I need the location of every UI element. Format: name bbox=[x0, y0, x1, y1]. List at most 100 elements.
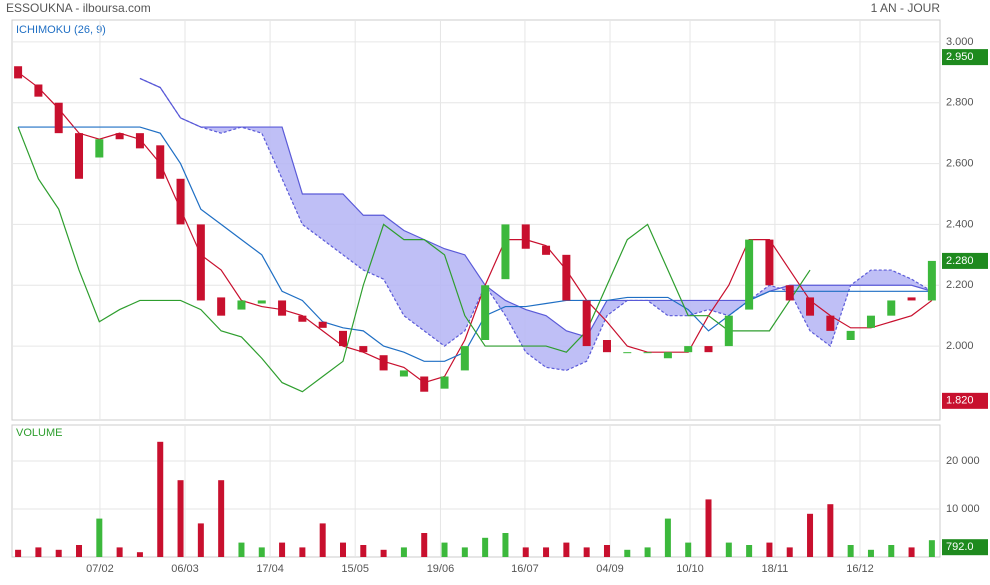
candle bbox=[826, 315, 835, 331]
volume-bar bbox=[807, 513, 814, 557]
candle bbox=[156, 145, 165, 179]
candle bbox=[582, 300, 591, 347]
candle bbox=[785, 285, 794, 301]
span-a bbox=[139, 77, 933, 372]
x-tick-label: 17/04 bbox=[256, 563, 284, 575]
x-tick-label: 18/11 bbox=[762, 563, 789, 575]
y-tick-label: 2.800 bbox=[946, 97, 974, 109]
volume-bar bbox=[218, 480, 225, 557]
candle bbox=[278, 300, 287, 316]
candle bbox=[237, 300, 246, 310]
price-tag-label: 2.280 bbox=[946, 255, 974, 267]
volume-bar bbox=[116, 547, 123, 557]
price-panel bbox=[11, 19, 941, 421]
candle bbox=[724, 315, 733, 347]
volume-bar bbox=[725, 542, 732, 557]
volume-bar bbox=[400, 547, 407, 557]
candle bbox=[501, 224, 510, 280]
volume-bar bbox=[319, 523, 326, 557]
indicator-label: ICHIMOKU (26, 9) bbox=[16, 24, 106, 36]
candle bbox=[765, 239, 774, 286]
volume-bar bbox=[238, 542, 245, 557]
candle bbox=[704, 346, 713, 353]
y-tick-label: 2.200 bbox=[946, 279, 974, 291]
candle bbox=[298, 315, 307, 322]
candle bbox=[684, 346, 693, 353]
volume-bar bbox=[258, 547, 265, 557]
candle bbox=[542, 245, 551, 255]
volume-bar bbox=[522, 547, 529, 557]
volume-bar bbox=[746, 545, 753, 557]
candle bbox=[34, 84, 43, 97]
volume-bar bbox=[664, 518, 671, 557]
volume-bar bbox=[603, 545, 610, 557]
volume-bar bbox=[827, 504, 834, 557]
period-label[interactable]: 1 AN - JOUR bbox=[871, 1, 941, 15]
candle bbox=[887, 300, 896, 316]
candle bbox=[481, 285, 490, 340]
candle bbox=[217, 297, 226, 316]
volume-bar bbox=[339, 542, 346, 557]
volume-bar bbox=[888, 545, 895, 557]
candle bbox=[643, 352, 652, 354]
volume-bar bbox=[908, 547, 915, 557]
candle bbox=[866, 315, 875, 328]
volume-bar bbox=[482, 537, 489, 557]
volume-bar bbox=[705, 499, 712, 557]
volume-bar bbox=[928, 540, 935, 557]
volume-bar bbox=[685, 542, 692, 557]
x-tick-label: 16/07 bbox=[511, 563, 539, 575]
x-tick-label: 10/10 bbox=[676, 563, 704, 575]
volume-bar bbox=[15, 549, 22, 557]
candle bbox=[562, 254, 571, 301]
candle bbox=[663, 352, 672, 359]
candle bbox=[54, 102, 63, 134]
volume-bar bbox=[786, 547, 793, 557]
x-tick-label: 06/03 bbox=[171, 563, 199, 575]
candle bbox=[399, 370, 408, 377]
x-tick-label: 04/09 bbox=[596, 563, 624, 575]
volume-bar bbox=[583, 547, 590, 557]
volume-bar bbox=[136, 552, 143, 557]
candle bbox=[420, 376, 429, 392]
candle bbox=[95, 139, 104, 158]
volume-bar bbox=[563, 542, 570, 557]
volume-bar bbox=[644, 547, 651, 557]
x-tick-label: 07/02 bbox=[86, 563, 114, 575]
y-tick-label: 10 000 bbox=[946, 503, 980, 515]
candle bbox=[257, 300, 266, 304]
volume-bar bbox=[279, 542, 286, 557]
volume-bar bbox=[96, 518, 103, 557]
candle bbox=[846, 330, 855, 340]
volume-bar bbox=[177, 480, 184, 557]
volume-bar bbox=[360, 545, 367, 557]
volume-tag bbox=[942, 539, 988, 556]
candle bbox=[440, 376, 449, 389]
volume-tag-label: 792.0 bbox=[946, 541, 974, 553]
price-tag bbox=[942, 252, 988, 269]
candle bbox=[359, 346, 368, 353]
price-tag bbox=[942, 49, 988, 66]
x-tick-label: 19/06 bbox=[427, 563, 455, 575]
candle bbox=[338, 330, 347, 347]
price-tag-label: 2.950 bbox=[946, 51, 974, 63]
candle bbox=[521, 224, 530, 249]
y-tick-label: 2.600 bbox=[946, 157, 974, 169]
line-chikou bbox=[17, 126, 811, 393]
volume-bar bbox=[847, 545, 854, 557]
x-tick-label: 15/05 bbox=[341, 563, 369, 575]
volume-bar bbox=[766, 542, 773, 557]
candle bbox=[460, 346, 469, 371]
volume-bar bbox=[624, 549, 631, 557]
line-kijun bbox=[18, 126, 932, 362]
candle bbox=[379, 355, 388, 371]
candle bbox=[14, 66, 23, 79]
candle bbox=[75, 133, 84, 179]
volume-bar bbox=[35, 547, 42, 557]
price-tag bbox=[942, 392, 988, 409]
chart-title: ESSOUKNA - ilboursa.com bbox=[6, 1, 151, 15]
candle bbox=[602, 340, 611, 353]
candle bbox=[176, 178, 185, 225]
y-tick-label: 2.400 bbox=[946, 218, 974, 230]
